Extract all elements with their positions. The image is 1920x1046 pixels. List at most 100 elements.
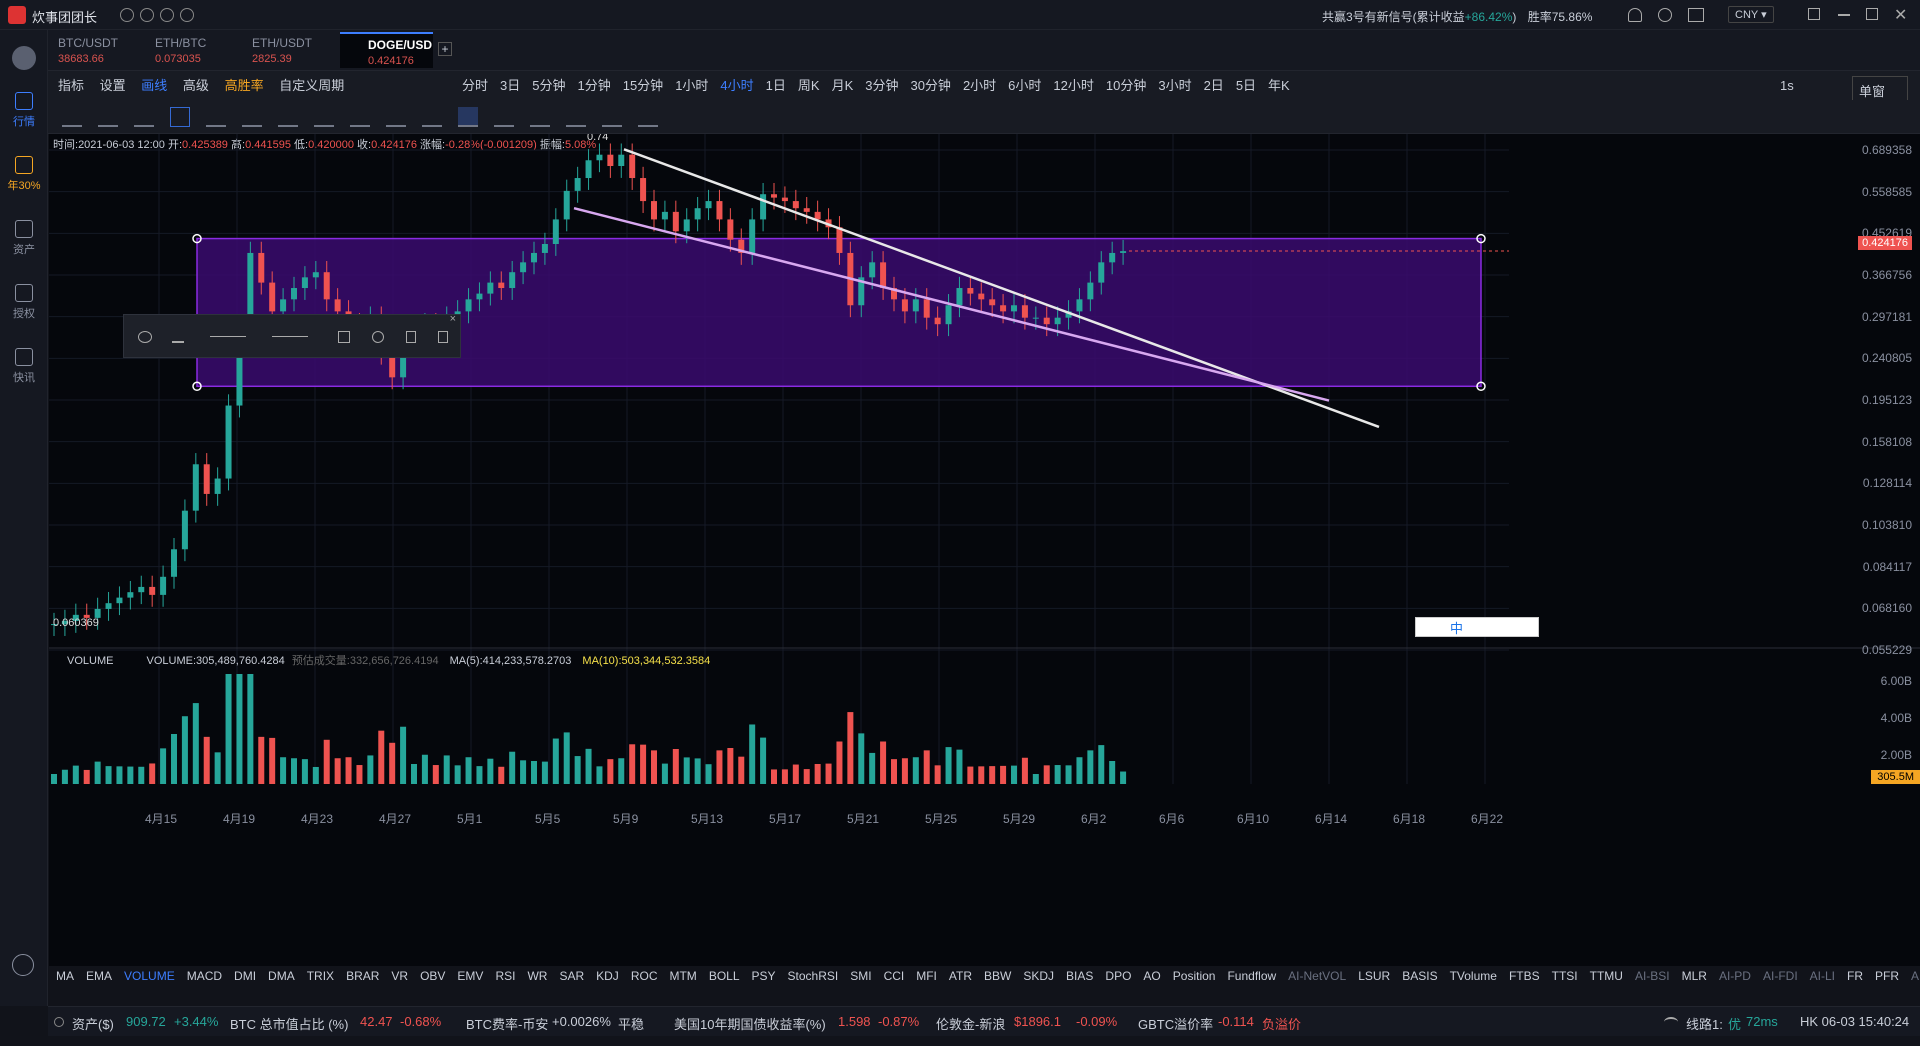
indicator-ftbs[interactable]: FTBS: [1508, 969, 1540, 983]
lock-icon[interactable]: [54, 1017, 64, 1027]
indicator-ttsi[interactable]: TTSI: [1551, 969, 1578, 983]
indicator-ai-netvol[interactable]: AI-NetVOL: [1288, 969, 1347, 983]
bell-icon[interactable]: [1628, 8, 1642, 22]
sidebar-item-market[interactable]: 行情: [0, 86, 48, 150]
indicator-bbw[interactable]: BBW: [984, 969, 1012, 983]
indicator-ai-pd[interactable]: AI-PD: [1718, 969, 1751, 983]
copy-icon[interactable]: [566, 107, 586, 127]
pen-icon[interactable]: [172, 331, 184, 343]
settings-icon[interactable]: [180, 8, 194, 22]
sidebar-item-auth[interactable]: 授权: [0, 278, 48, 342]
indicator-mtm[interactable]: MTM: [669, 969, 697, 983]
tab-doge-usd[interactable]: DOGE/USD 0.424176: [340, 32, 433, 68]
horizontal-lines-icon[interactable]: [206, 107, 226, 127]
period-6[interactable]: 4小时: [720, 78, 754, 93]
pencil-icon[interactable]: [422, 107, 442, 127]
indicator-ai-li[interactable]: AI-LI: [1809, 969, 1835, 983]
indicator-psy[interactable]: PSY: [751, 969, 776, 983]
channel-tool-icon[interactable]: [134, 107, 154, 127]
indicator-macd[interactable]: MACD: [186, 969, 223, 983]
trash-icon[interactable]: [638, 107, 658, 127]
period-17[interactable]: 2日: [1203, 78, 1224, 93]
indicator-roc[interactable]: ROC: [630, 969, 658, 983]
period-3[interactable]: 1分钟: [577, 78, 611, 93]
menu-indicators[interactable]: 指标: [58, 78, 85, 93]
period-13[interactable]: 6小时: [1008, 78, 1042, 93]
menu-high-win[interactable]: 高胜率: [224, 78, 264, 93]
measure-icon[interactable]: [278, 107, 298, 127]
period-0[interactable]: 分时: [462, 78, 489, 93]
minimize-icon[interactable]: [1838, 14, 1850, 16]
currency-select[interactable]: CNY ▾: [1728, 6, 1774, 23]
indicator-basis[interactable]: BASIS: [1402, 969, 1438, 983]
indicator-kdj[interactable]: KDJ: [596, 969, 619, 983]
avatar[interactable]: [8, 6, 26, 24]
indicator-brar[interactable]: BRAR: [346, 969, 380, 983]
period-5[interactable]: 1小时: [675, 78, 709, 93]
lock-icon[interactable]: [406, 331, 416, 343]
indicator-volume[interactable]: VOLUME: [124, 969, 175, 983]
indicator-cci[interactable]: CCI: [883, 969, 905, 983]
indicator-pfr[interactable]: PFR: [1875, 969, 1899, 983]
rectangle-tool-icon[interactable]: [170, 107, 190, 127]
sidebar-item-annual[interactable]: 年30%: [0, 150, 48, 214]
indicator-emv[interactable]: EMV: [457, 969, 484, 983]
restore-icon[interactable]: [1866, 8, 1878, 20]
search-icon[interactable]: [1658, 8, 1672, 22]
indicator-skdj[interactable]: SKDJ: [1023, 969, 1055, 983]
lock-icon[interactable]: [530, 107, 550, 127]
gear-icon[interactable]: [12, 954, 34, 976]
indicator-rsi[interactable]: RSI: [495, 969, 516, 983]
period-2[interactable]: 5分钟: [532, 78, 566, 93]
panel-icon[interactable]: [1808, 8, 1820, 20]
text-icon[interactable]: [338, 331, 350, 343]
indicator-fr[interactable]: FR: [1847, 969, 1863, 983]
indicator-ema[interactable]: EMA: [86, 969, 113, 983]
indicator-sar[interactable]: SAR: [559, 969, 585, 983]
sidebar-item-assets[interactable]: 资产: [0, 214, 48, 278]
period-12[interactable]: 2小时: [962, 78, 997, 93]
menu-draw[interactable]: 画线: [141, 78, 168, 93]
period-11[interactable]: 30分钟: [910, 78, 951, 93]
indicator-ttmu[interactable]: TTMU: [1589, 969, 1623, 983]
highlight-icon[interactable]: [458, 107, 478, 127]
indicator-tvolume[interactable]: TVolume: [1449, 969, 1497, 983]
indicator-ai-bsi[interactable]: AI-BSI: [1634, 969, 1670, 983]
indicator-position[interactable]: Position: [1172, 969, 1216, 983]
price-chart-svg[interactable]: 0.74 0.060369: [49, 134, 1920, 966]
period-10[interactable]: 3分钟: [865, 78, 899, 93]
period-19[interactable]: 年K: [1268, 78, 1290, 93]
indicator-fundflow[interactable]: Fundflow: [1227, 969, 1277, 983]
hide-drawings-icon[interactable]: [386, 107, 406, 127]
indicator-mfi[interactable]: MFI: [916, 969, 937, 983]
indicator-mlr[interactable]: MLR: [1681, 969, 1707, 983]
tab-eth-btc[interactable]: ETH/BTC 0.073035: [145, 32, 240, 68]
menu-settings[interactable]: 设置: [99, 78, 126, 93]
add-tab-button[interactable]: +: [438, 42, 452, 56]
period-8[interactable]: 周K: [797, 78, 820, 93]
menu-custom-period[interactable]: 自定义周期: [279, 78, 345, 93]
close-toolbar-icon[interactable]: ×: [449, 313, 456, 325]
indicator-dmi[interactable]: DMI: [234, 969, 257, 983]
indicator-vr[interactable]: VR: [391, 969, 409, 983]
edit-icon[interactable]: [602, 107, 622, 127]
ime-widget[interactable]: 中: [1415, 617, 1539, 637]
indicator-trix[interactable]: TRIX: [306, 969, 335, 983]
period-7[interactable]: 1日: [765, 78, 786, 93]
pause-icon[interactable]: [120, 8, 134, 22]
sidebar-item-news[interactable]: 快讯: [0, 342, 48, 406]
shield-icon[interactable]: [140, 8, 154, 22]
style-icon[interactable]: [138, 331, 152, 343]
period-4[interactable]: 15分钟: [622, 78, 664, 93]
indicator-obv[interactable]: OBV: [420, 969, 446, 983]
indicator-lsur[interactable]: LSUR: [1358, 969, 1391, 983]
signal-notice[interactable]: 共赢3号有新信号(累计收益+86.42%) 胜率75.86%: [1322, 8, 1592, 25]
clock-icon[interactable]: [160, 8, 174, 22]
line-style-select[interactable]: [272, 336, 308, 337]
tab-btc-usdt[interactable]: BTC/USDT 38683.66: [48, 32, 143, 68]
period-1[interactable]: 3日: [500, 78, 521, 93]
indicator-ma[interactable]: MA: [56, 969, 74, 983]
indicator-ai-bst[interactable]: AI-BST: [1911, 969, 1920, 983]
indicator-dpo[interactable]: DPO: [1105, 969, 1132, 983]
indicator-ai-fdi[interactable]: AI-FDI: [1762, 969, 1798, 983]
